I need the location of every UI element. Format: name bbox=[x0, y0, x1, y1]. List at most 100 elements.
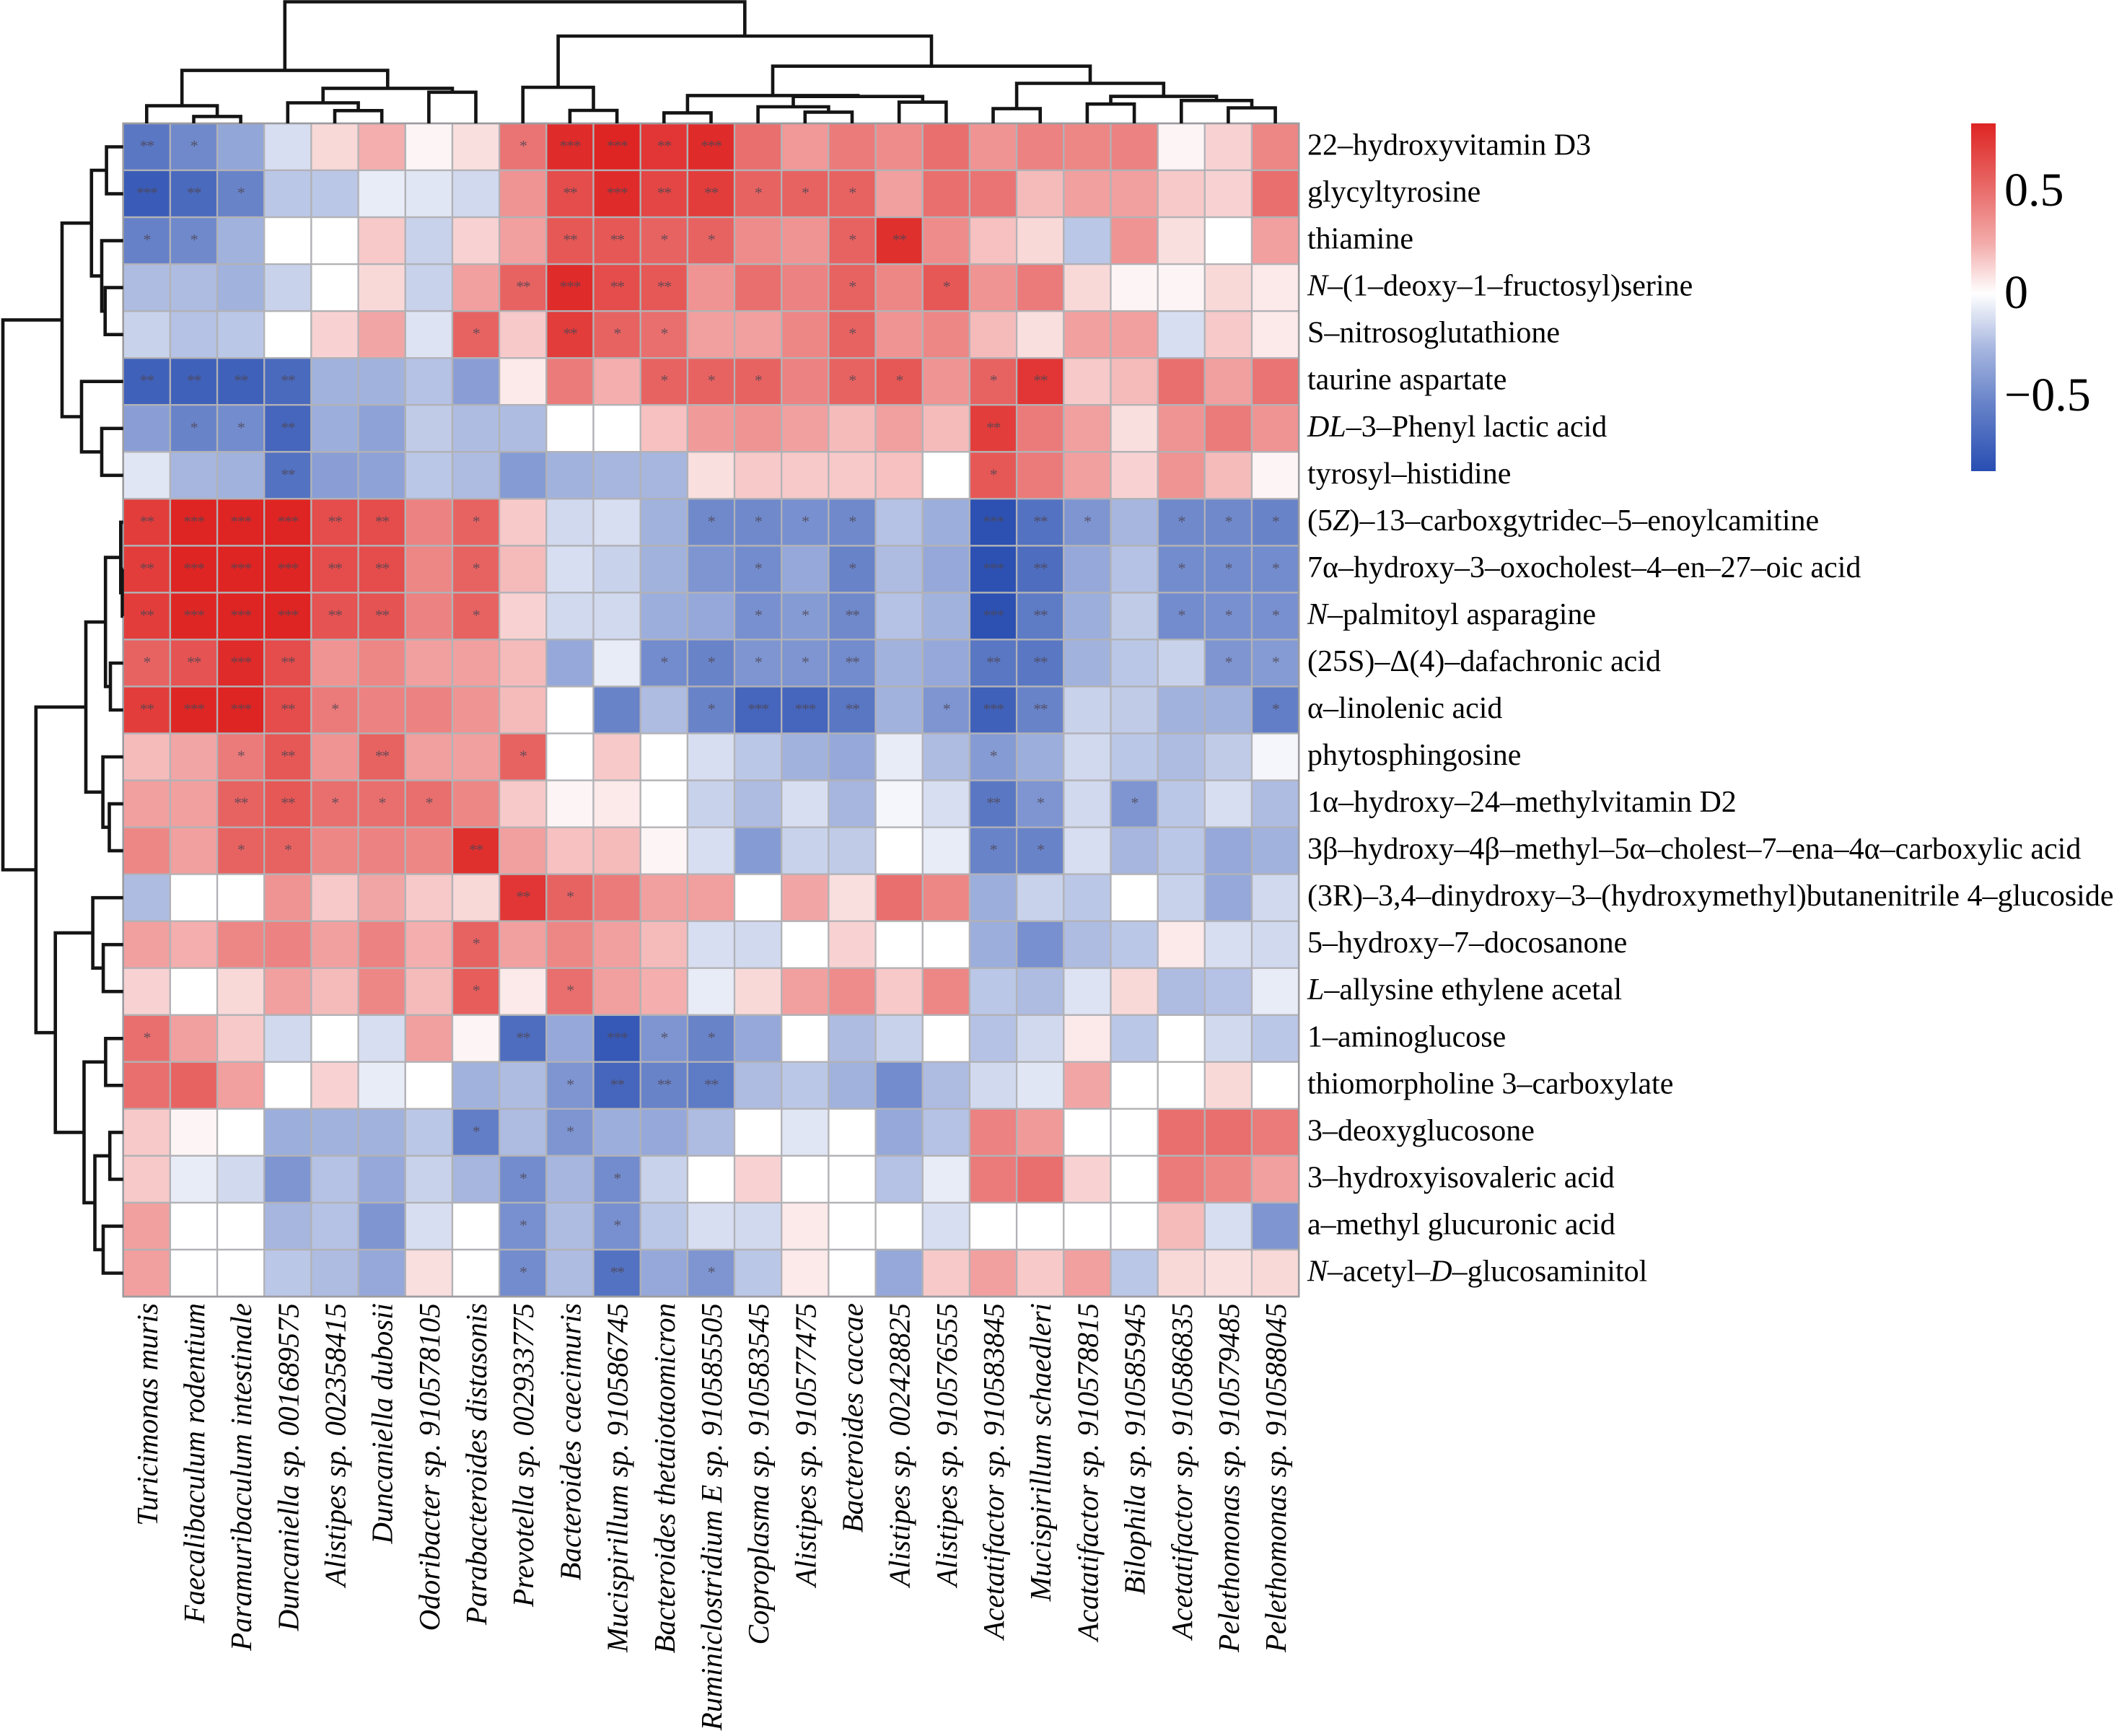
svg-text:Odoribacter sp. 910578105: Odoribacter sp. 910578105 bbox=[413, 1303, 446, 1631]
svg-text:***: *** bbox=[278, 606, 299, 624]
svg-text:Alistipes sp. 002358415: Alistipes sp. 002358415 bbox=[319, 1303, 352, 1589]
svg-text:1–aminoglucose: 1–aminoglucose bbox=[1307, 1020, 1506, 1053]
svg-text:*: * bbox=[426, 794, 433, 812]
svg-text:*: * bbox=[473, 606, 480, 624]
svg-text:*: * bbox=[1272, 653, 1279, 671]
svg-text:**: ** bbox=[140, 137, 154, 155]
svg-text:**: ** bbox=[516, 278, 530, 296]
svg-text:***: *** bbox=[230, 512, 251, 530]
svg-text:*: * bbox=[190, 418, 198, 437]
svg-text:***: *** bbox=[560, 137, 581, 155]
svg-text:Parabacteroides distasonis: Parabacteroides distasonis bbox=[460, 1303, 493, 1626]
svg-text:**: ** bbox=[610, 1263, 625, 1281]
svg-text:*: * bbox=[519, 747, 527, 765]
svg-text:*: * bbox=[1178, 512, 1185, 530]
svg-text:*: * bbox=[1131, 794, 1138, 812]
svg-text:***: *** bbox=[607, 184, 628, 202]
svg-text:*: * bbox=[566, 1122, 574, 1140]
svg-text:L–allysine ethylene acetal: L–allysine ethylene acetal bbox=[1307, 973, 1622, 1007]
svg-text:tyrosyl–histidine: tyrosyl–histidine bbox=[1307, 457, 1511, 491]
svg-text:3–deoxyglucosone: 3–deoxyglucosone bbox=[1307, 1114, 1535, 1147]
svg-text:*: * bbox=[990, 372, 997, 390]
svg-text:Coproplasma sp. 910583545: Coproplasma sp. 910583545 bbox=[742, 1303, 775, 1644]
svg-text:*: * bbox=[755, 559, 762, 577]
svg-text:Paramuribaculum intestinale: Paramuribaculum intestinale bbox=[224, 1303, 258, 1652]
svg-text:*: * bbox=[661, 653, 668, 671]
svg-text:**: ** bbox=[610, 278, 625, 296]
svg-text:*: * bbox=[1178, 559, 1185, 577]
svg-text:**: ** bbox=[187, 372, 201, 390]
svg-text:***: *** bbox=[278, 512, 299, 530]
svg-text:***: *** bbox=[701, 137, 722, 155]
svg-text:*: * bbox=[1178, 606, 1185, 624]
svg-text:Mucispirillum sp. 910586745: Mucispirillum sp. 910586745 bbox=[601, 1303, 634, 1653]
svg-text:*: * bbox=[708, 1028, 715, 1046]
svg-text:**: ** bbox=[375, 512, 390, 530]
svg-text:**: ** bbox=[281, 418, 295, 437]
svg-text:*: * bbox=[661, 1028, 668, 1046]
svg-text:3β–hydroxy–4β–methyl–5α–choles: 3β–hydroxy–4β–methyl–5α–cholest–7–ena–4α… bbox=[1307, 833, 2081, 866]
svg-text:*: * bbox=[1225, 512, 1232, 530]
svg-text:Acetatifactor sp. 910586835: Acetatifactor sp. 910586835 bbox=[1165, 1303, 1198, 1641]
svg-text:*: * bbox=[473, 325, 480, 343]
svg-text:*: * bbox=[755, 512, 762, 530]
svg-text:**: ** bbox=[281, 747, 295, 765]
svg-text:(3R)–3,4–dinydroxy–3–(hydroxym: (3R)–3,4–dinydroxy–3–(hydroxymethyl)buta… bbox=[1307, 880, 2113, 913]
svg-text:*: * bbox=[613, 1169, 620, 1187]
svg-text:*: * bbox=[848, 184, 856, 202]
svg-text:7α–hydroxy–3–oxocholest–4–en–2: 7α–hydroxy–3–oxocholest–4–en–27–oic acid bbox=[1307, 551, 1861, 584]
svg-text:*: * bbox=[848, 559, 856, 577]
svg-text:Alistipes sp. 002428825: Alistipes sp. 002428825 bbox=[883, 1303, 916, 1589]
svg-text:***: *** bbox=[230, 559, 251, 577]
svg-text:**: ** bbox=[281, 794, 295, 812]
svg-text:*: * bbox=[1225, 559, 1232, 577]
svg-text:**: ** bbox=[892, 231, 907, 249]
svg-text:**: ** bbox=[1033, 372, 1048, 390]
svg-text:Faecalibaculum rodentium: Faecalibaculum rodentium bbox=[177, 1303, 211, 1624]
svg-text:*: * bbox=[848, 278, 856, 296]
svg-text:*: * bbox=[802, 184, 809, 202]
svg-text:glycyltyrosine: glycyltyrosine bbox=[1307, 176, 1481, 209]
svg-text:***: *** bbox=[183, 606, 204, 624]
svg-text:*: * bbox=[473, 934, 480, 952]
svg-text:**: ** bbox=[328, 606, 343, 624]
svg-text:*: * bbox=[802, 512, 809, 530]
svg-text:*: * bbox=[284, 841, 291, 859]
svg-text:Bacteroides caccae: Bacteroides caccae bbox=[836, 1303, 869, 1533]
svg-text:**: ** bbox=[563, 184, 577, 202]
svg-text:22–hydroxyvitamin D3: 22–hydroxyvitamin D3 bbox=[1307, 129, 1591, 162]
svg-text:Alistipes sp. 910576555: Alistipes sp. 910576555 bbox=[930, 1303, 963, 1589]
svg-text:1α–hydroxy–24–methylvitamin D2: 1α–hydroxy–24–methylvitamin D2 bbox=[1307, 786, 1737, 819]
svg-text:*: * bbox=[708, 653, 715, 671]
svg-text:a–methyl glucuronic acid: a–methyl glucuronic acid bbox=[1307, 1208, 1615, 1241]
svg-text:**: ** bbox=[140, 559, 154, 577]
svg-text:Pelethomonas sp. 910588045: Pelethomonas sp. 910588045 bbox=[1259, 1303, 1292, 1653]
svg-text:*: * bbox=[755, 372, 762, 390]
svg-text:*: * bbox=[708, 512, 715, 530]
svg-text:*: * bbox=[144, 653, 151, 671]
svg-text:**: ** bbox=[234, 794, 248, 812]
svg-text:*: * bbox=[755, 653, 762, 671]
svg-text:***: *** bbox=[183, 700, 204, 718]
svg-text:Bacteroides thetaiotaomicron: Bacteroides thetaiotaomicron bbox=[648, 1303, 681, 1653]
svg-text:**: ** bbox=[469, 841, 483, 859]
svg-text:*: * bbox=[1272, 512, 1279, 530]
svg-text:**: ** bbox=[846, 700, 860, 718]
svg-text:Bilophila sp. 910585945: Bilophila sp. 910585945 bbox=[1118, 1303, 1152, 1595]
svg-text:**: ** bbox=[140, 606, 154, 624]
svg-text:Duncaniella sp. 001689575: Duncaniella sp. 001689575 bbox=[271, 1303, 304, 1631]
svg-text:*: * bbox=[1084, 512, 1091, 530]
svg-text:N–acetyl–D–glucosaminitol: N–acetyl–D–glucosaminitol bbox=[1307, 1255, 1647, 1289]
svg-text:***: *** bbox=[136, 184, 157, 202]
svg-text:***: *** bbox=[230, 653, 251, 671]
svg-text:*: * bbox=[755, 184, 762, 202]
svg-text:**: ** bbox=[704, 184, 719, 202]
svg-text:phytosphingosine: phytosphingosine bbox=[1307, 739, 1521, 772]
svg-text:***: *** bbox=[795, 700, 816, 718]
svg-text:**: ** bbox=[140, 512, 154, 530]
svg-text:**: ** bbox=[516, 887, 530, 906]
svg-text:**: ** bbox=[140, 700, 154, 718]
svg-text:*: * bbox=[237, 841, 245, 859]
svg-text:**: ** bbox=[140, 372, 154, 390]
svg-text:**: ** bbox=[516, 1028, 530, 1046]
